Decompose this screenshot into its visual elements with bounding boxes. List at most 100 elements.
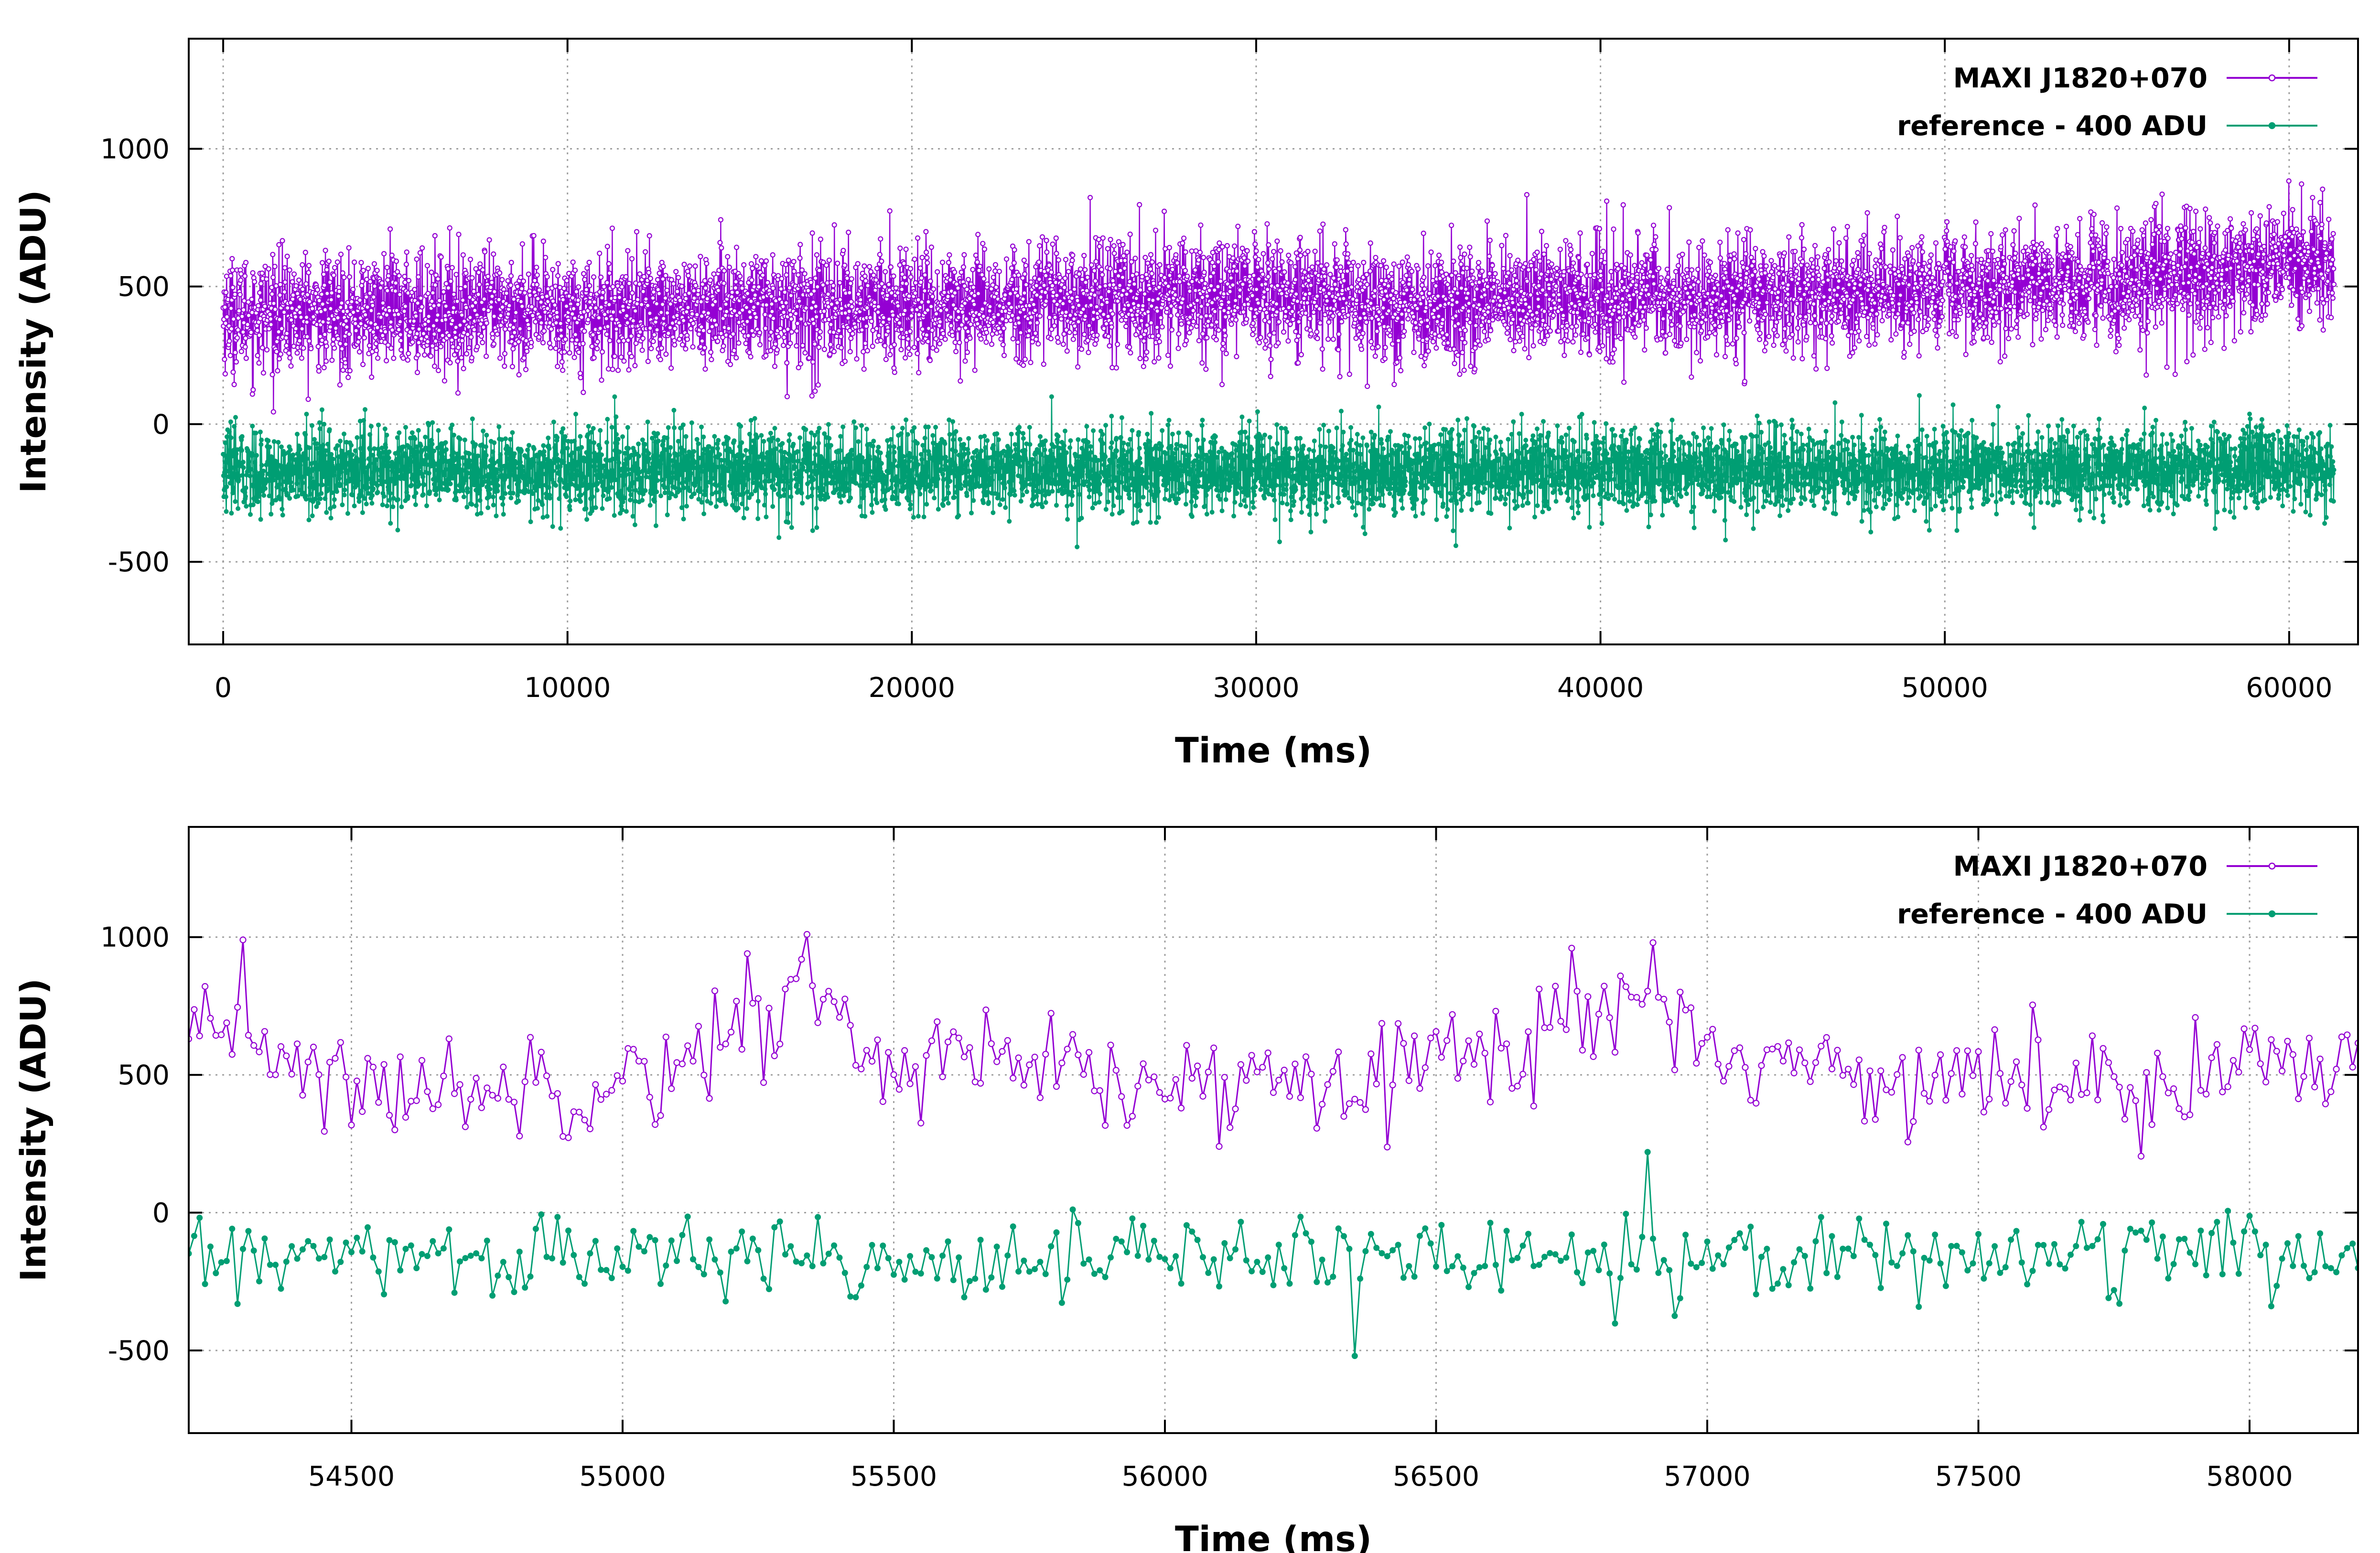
data-point <box>1069 295 1075 301</box>
data-point <box>666 331 671 336</box>
data-point <box>958 378 963 384</box>
data-point <box>615 367 621 373</box>
data-point <box>1298 253 1303 258</box>
data-point <box>793 311 799 317</box>
data-point <box>386 273 391 279</box>
data-point <box>1138 287 1143 293</box>
data-point <box>508 282 514 288</box>
data-point <box>643 296 649 302</box>
data-point <box>606 261 612 267</box>
data-point <box>876 332 882 338</box>
data-point <box>842 262 848 268</box>
data-point <box>1806 309 1812 314</box>
data-point <box>1090 316 1096 322</box>
data-point <box>1742 379 1748 385</box>
data-point <box>1235 224 1241 229</box>
data-point <box>438 254 444 260</box>
data-point <box>1282 269 1287 275</box>
data-point <box>316 368 322 374</box>
data-point <box>1869 307 1875 313</box>
data-point <box>1440 317 1446 322</box>
data-point <box>1533 267 1539 273</box>
data-point <box>831 222 837 228</box>
data-point <box>1052 314 1058 321</box>
data-point <box>1829 333 1834 339</box>
data-point <box>294 350 300 356</box>
data-point <box>569 337 575 343</box>
data-point <box>960 264 967 270</box>
data-point <box>963 316 969 322</box>
data-point <box>1760 249 1766 255</box>
data-point <box>1667 332 1673 337</box>
data-point <box>1082 313 1088 319</box>
data-point <box>436 327 442 333</box>
data-point <box>1773 307 1779 312</box>
data-point <box>1245 301 1251 307</box>
data-point <box>864 348 871 353</box>
data-point <box>1368 339 1374 344</box>
data-point <box>915 351 920 356</box>
data-point <box>1368 300 1374 306</box>
data-point <box>1357 325 1362 331</box>
data-point <box>657 270 662 276</box>
data-point <box>1038 294 1044 300</box>
data-point <box>1640 300 1646 305</box>
data-point <box>1060 300 1066 307</box>
data-point <box>891 365 897 371</box>
data-point <box>1724 279 1730 285</box>
data-point <box>1470 275 1476 281</box>
data-point <box>1723 308 1729 314</box>
data-point <box>335 293 342 299</box>
data-point <box>1561 269 1567 275</box>
data-point <box>1731 302 1737 308</box>
data-point <box>524 318 530 323</box>
data-point <box>1331 306 1337 312</box>
data-point <box>788 316 794 322</box>
data-point <box>1620 202 1626 208</box>
data-point <box>1926 316 1931 322</box>
data-point <box>1120 274 1125 280</box>
data-point <box>1498 298 1504 304</box>
data-point <box>1060 341 1066 347</box>
data-point <box>1856 338 1862 344</box>
data-point <box>1009 304 1014 311</box>
data-point <box>421 352 428 358</box>
data-point <box>1753 246 1758 252</box>
data-point <box>1076 319 1081 325</box>
grid <box>189 39 2358 644</box>
data-point <box>1605 332 1611 338</box>
data-point <box>504 290 509 296</box>
data-point <box>1032 307 1038 313</box>
data-point <box>1699 320 1705 325</box>
data-point <box>731 348 737 353</box>
data-point <box>741 329 746 335</box>
data-point <box>1324 262 1330 268</box>
data-point <box>1145 309 1151 315</box>
data-point <box>1551 292 1557 298</box>
data-point <box>1589 300 1595 306</box>
data-point <box>1809 289 1815 296</box>
data-point <box>1606 286 1612 292</box>
data-point <box>571 306 577 311</box>
data-point <box>1526 267 1531 273</box>
data-point <box>1219 244 1225 250</box>
data-point <box>429 299 435 304</box>
data-point <box>256 360 262 366</box>
data-point <box>1046 262 1052 268</box>
data-point <box>228 273 234 278</box>
data-point <box>402 274 408 279</box>
data-point <box>1452 286 1458 292</box>
data-point <box>1796 276 1802 282</box>
data-point <box>358 260 364 266</box>
data-point <box>1680 309 1686 315</box>
data-point <box>538 320 544 326</box>
data-point <box>1028 279 1034 285</box>
data-point <box>1179 321 1185 327</box>
data-point <box>1723 299 1728 304</box>
data-point <box>1756 276 1762 282</box>
data-point <box>1466 308 1472 314</box>
data-point <box>1505 325 1510 331</box>
data-point <box>795 321 800 326</box>
data-point <box>784 394 790 399</box>
data-point <box>1597 348 1603 354</box>
